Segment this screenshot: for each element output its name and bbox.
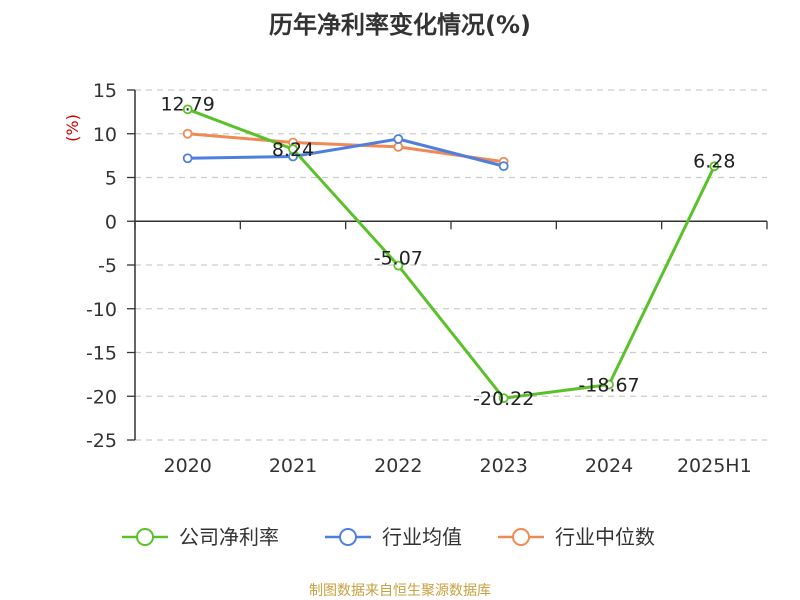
legend-swatch-marker	[512, 528, 530, 546]
y-tick-label: -10	[86, 299, 117, 321]
data-point	[393, 141, 404, 152]
data-point	[393, 260, 404, 271]
data-point	[288, 144, 298, 155]
data-label: -18.67	[578, 375, 639, 397]
axes: 15 10 5 0 -5 -10 -15 -20 -25 2020 2021 2022 2023 2024…	[86, 80, 768, 477]
series-line	[187, 107, 716, 400]
y-tick-label: 10	[93, 124, 117, 146]
data-label: -5.07	[374, 248, 423, 270]
series-line	[187, 137, 505, 168]
series-line	[187, 132, 504, 164]
legend-label: 行业中位数	[555, 525, 655, 549]
data-point	[498, 161, 509, 172]
x-tick-label: 2021	[269, 455, 317, 477]
data-point	[182, 128, 193, 139]
data-point	[604, 379, 614, 390]
legend: 公司净利率 行业均值 行业中位数	[122, 525, 655, 549]
x-tick-label: 2023	[479, 455, 527, 477]
y-tick-label: -25	[86, 430, 117, 452]
chart-title: 历年净利率变化情况(%)	[269, 11, 531, 39]
y-tick-label: 5	[105, 168, 117, 190]
data-label: 12.79	[160, 93, 214, 115]
data-label: -20.22	[473, 388, 534, 410]
y-axis-label: (%)	[63, 114, 82, 142]
data-point	[182, 104, 193, 115]
legend-swatch-marker	[136, 528, 154, 546]
x-tick-label: 2022	[374, 455, 422, 477]
x-tick-label: 2020	[163, 455, 211, 477]
legend-label: 行业均值	[382, 525, 462, 549]
y-tick-label: 0	[105, 211, 117, 233]
x-tick-label: 2024	[585, 455, 633, 477]
source-note: 制图数据来自恒生聚源数据库	[309, 583, 491, 599]
grid-lines	[135, 89, 767, 441]
x-tick-label: 2025H1	[677, 455, 752, 477]
legend-swatch-marker	[339, 528, 357, 546]
series-layer	[182, 104, 720, 404]
legend-label: 公司净利率	[179, 525, 279, 549]
y-tick-label: -20	[86, 386, 117, 408]
data-label: 6.28	[693, 150, 735, 172]
data-labels: 12.79 8.24 -5.07 -20.22 -18.67 6.28	[160, 93, 735, 410]
data-point	[498, 393, 509, 404]
y-tick-label: 15	[93, 80, 117, 102]
y-tick-label: -5	[98, 255, 117, 277]
data-point	[182, 153, 193, 164]
data-point	[709, 161, 720, 172]
data-point	[393, 134, 404, 144]
data-label: 8.24	[272, 139, 314, 161]
y-tick-label: -15	[86, 343, 117, 365]
